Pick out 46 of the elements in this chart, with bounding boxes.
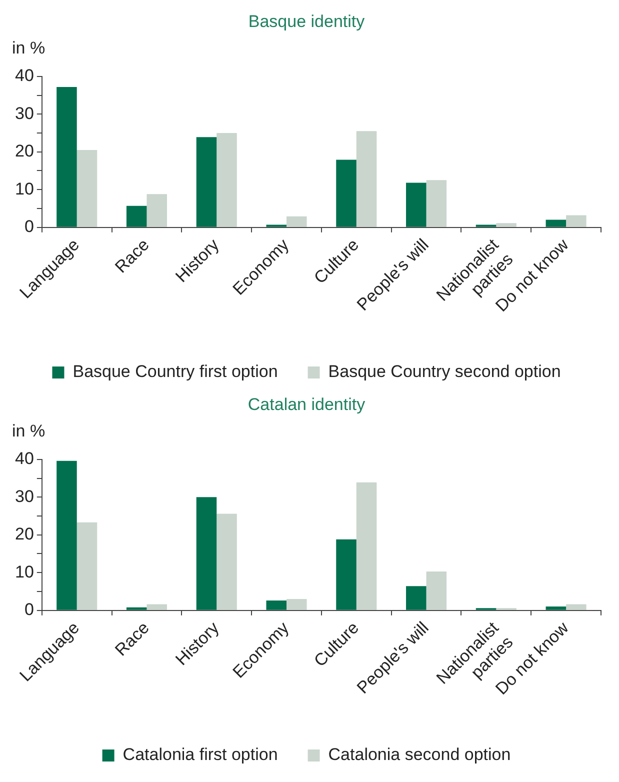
bar — [266, 600, 287, 610]
bar — [126, 206, 147, 227]
bar — [56, 86, 77, 227]
bar — [336, 539, 356, 610]
bar — [286, 216, 307, 227]
bar — [126, 607, 147, 610]
bar — [56, 460, 77, 610]
y-tick-label: 30 — [14, 486, 34, 506]
y-tick-label: 30 — [14, 104, 34, 123]
bar — [356, 131, 377, 227]
bar — [546, 606, 566, 610]
bar — [406, 586, 426, 610]
bar — [196, 137, 217, 227]
bar — [356, 482, 377, 610]
bar — [76, 150, 98, 227]
y-tick-label: 0 — [24, 217, 34, 236]
y-tick-label: 10 — [14, 179, 34, 198]
legend-label: Catalonia second option — [328, 745, 511, 764]
bar — [426, 180, 447, 227]
y-axis-title: in % — [12, 38, 46, 58]
y-tick-label: 40 — [14, 449, 34, 468]
bar — [406, 182, 426, 227]
chart-title: Basque identity — [248, 12, 366, 31]
y-tick-label: 40 — [14, 66, 34, 86]
bar — [566, 604, 586, 610]
chart-title: Catalan identity — [248, 394, 366, 414]
legend-label: Basque Country second option — [328, 362, 561, 382]
y-tick-label: 0 — [24, 600, 34, 620]
bar — [286, 599, 307, 610]
bar — [196, 497, 217, 610]
y-tick-label: 10 — [14, 562, 34, 582]
bar — [216, 514, 237, 610]
bar — [336, 160, 356, 227]
y-axis-title: in % — [12, 422, 46, 441]
y-tick-label: 20 — [14, 524, 34, 544]
bar — [566, 215, 586, 227]
bar — [146, 604, 168, 610]
bar — [76, 522, 98, 610]
bar — [546, 220, 566, 227]
bar — [146, 194, 168, 227]
bar — [216, 133, 237, 227]
bar — [426, 571, 447, 610]
bar — [496, 223, 516, 227]
y-tick-label: 20 — [14, 142, 34, 161]
legend-label: Basque Country first option — [72, 362, 278, 382]
legend-label: Catalonia first option — [122, 745, 278, 764]
